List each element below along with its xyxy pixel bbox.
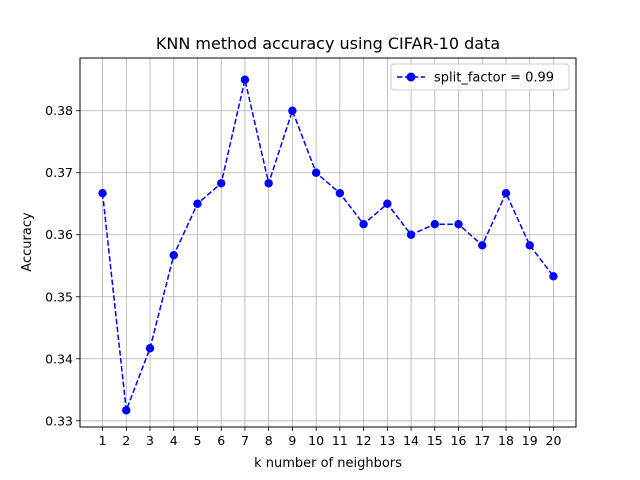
legend-label: split_factor = 0.99 [434, 71, 554, 86]
x-tick-label: 19 [522, 433, 538, 448]
x-tick-label: 11 [332, 433, 348, 448]
data-point [122, 406, 131, 415]
x-tick-label: 9 [288, 433, 296, 448]
x-tick-label: 12 [356, 433, 372, 448]
data-point [98, 188, 107, 198]
data-point [501, 188, 511, 198]
x-tick-label: 5 [193, 433, 201, 448]
data-point [383, 199, 392, 208]
data-point [217, 179, 226, 188]
y-tick-label: 0.35 [45, 289, 73, 304]
series-line [101, 79, 555, 411]
data-point [406, 230, 416, 239]
data-point [525, 241, 534, 250]
x-axis: 1 2 3 4 5 6 7 8 9 10 11 12 13 14 15 16 17 18 19 20 [99, 427, 562, 448]
plot-area [79, 57, 577, 428]
x-tick-label: 8 [265, 433, 273, 448]
series-group [98, 75, 558, 415]
y-tick-label: 0.33 [45, 413, 73, 428]
x-tick-label: 1 [99, 433, 107, 448]
x-tick-label: 13 [379, 433, 395, 448]
data-point [145, 344, 155, 353]
x-tick-label: 14 [403, 433, 419, 448]
x-tick-label: 7 [241, 433, 249, 448]
y-axis-label: Accuracy [20, 212, 35, 272]
y-tick-label: 0.38 [45, 103, 73, 118]
data-point [193, 199, 202, 208]
x-tick-label: 20 [546, 433, 562, 448]
chart-title: KNN method accuracy using CIFAR-10 data [156, 34, 500, 53]
x-tick-label: 3 [146, 433, 154, 448]
data-point [549, 272, 558, 281]
y-tick-label: 0.36 [45, 227, 73, 242]
data-point [335, 188, 345, 198]
y-tick-label: 0.34 [45, 351, 73, 366]
data-point [430, 220, 439, 229]
data-point [169, 251, 178, 260]
data-point [311, 168, 321, 177]
legend-marker [406, 72, 416, 82]
legend: split_factor = 0.99 [390, 63, 570, 91]
x-tick-label: 6 [217, 433, 225, 448]
data-point [454, 220, 463, 229]
y-axis: 0.33 0.34 0.35 0.36 0.37 0.38 [45, 103, 80, 428]
legend-box [390, 63, 570, 91]
data-point [240, 75, 250, 84]
x-tick-label: 17 [474, 433, 490, 448]
x-tick-label: 16 [451, 433, 467, 448]
x-axis-label: k number of neighbors [254, 456, 402, 471]
x-tick-label: 4 [170, 433, 178, 448]
y-tick-label: 0.37 [45, 165, 73, 180]
data-point [264, 179, 273, 188]
x-tick-label: 2 [122, 433, 130, 448]
data-point [359, 220, 368, 229]
x-tick-label: 15 [427, 433, 443, 448]
data-point [478, 241, 487, 250]
data-point [288, 106, 297, 115]
grid [80, 58, 576, 427]
x-tick-label: 10 [308, 433, 324, 448]
x-tick-label: 18 [498, 433, 514, 448]
